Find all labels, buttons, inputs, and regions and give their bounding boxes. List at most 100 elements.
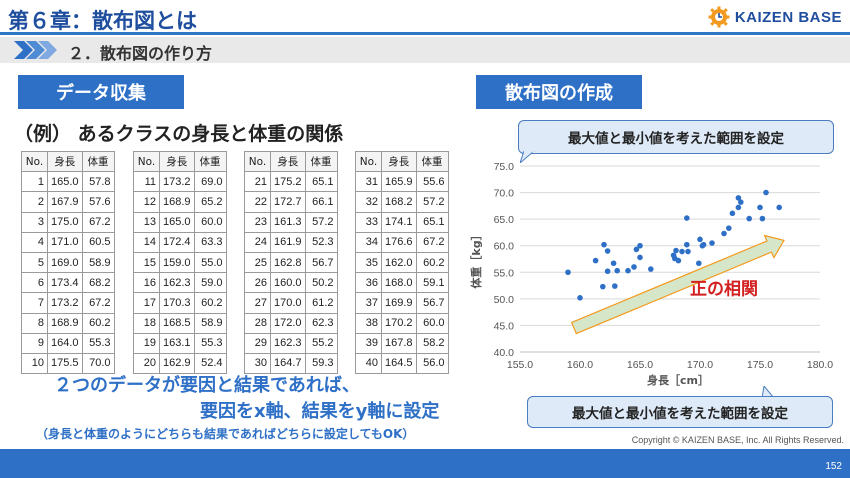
y-tick-label: 45.0 — [494, 320, 515, 332]
table-cell: 58.2 — [415, 332, 449, 354]
data-point — [610, 260, 617, 267]
data-point — [648, 266, 654, 272]
table-row: 13 165.0 60.0 — [133, 211, 227, 233]
table-cell: 56.7 — [415, 292, 449, 314]
table-cell: 24 — [244, 231, 271, 253]
table-cell: 159.0 — [159, 251, 195, 274]
table-cell: 161.9 — [270, 231, 306, 253]
table-row: 32 168.2 57.2 — [355, 191, 449, 213]
table-cell: 17 — [133, 292, 160, 314]
data-collection-label: データ収集 — [18, 75, 184, 109]
table-cell: 32 — [355, 191, 382, 213]
table-row: 10 175.5 70.0 — [21, 352, 115, 375]
column-header: 身長 — [47, 150, 83, 173]
note-text: （身長と体重のようにどちらも結果であればどちらに設定してもOK） — [36, 427, 415, 441]
table-cell: 56.7 — [304, 251, 338, 274]
table-cell: 58.9 — [81, 251, 115, 274]
table-row: 30 164.7 59.3 — [244, 352, 338, 375]
data-table-2: No. 身長 体重 11 173.2 69.0 12 168.9 65.2 13 165.0 60.0… — [133, 150, 227, 375]
y-tick-label: 40.0 — [494, 347, 515, 359]
table-cell: 168.9 — [47, 312, 83, 334]
y-range-callout: 最大値と最小値を考えた範囲を設定 — [518, 120, 834, 154]
data-point — [697, 236, 703, 243]
table-cell: 169.0 — [47, 251, 83, 274]
table-row: 21 175.2 65.1 — [244, 171, 338, 193]
table-row: 31 165.9 55.6 — [355, 171, 449, 193]
table-cell: 12 — [133, 191, 160, 213]
table-row: 35 162.0 60.2 — [355, 251, 449, 274]
table-cell: 59.3 — [304, 352, 338, 375]
table-cell: 173.2 — [159, 171, 195, 193]
table-row: 1 165.0 57.8 — [21, 171, 115, 193]
table-cell: 9 — [21, 332, 48, 354]
table-cell: 60.2 — [415, 251, 449, 274]
table-cell: 175.0 — [47, 211, 83, 233]
table-cell: 170.3 — [159, 292, 195, 314]
table-cell: 15 — [133, 251, 160, 274]
table-header-row: No. 身長 体重 — [133, 150, 227, 173]
table-cell: 63.3 — [193, 231, 227, 253]
x-tick-label: 160.0 — [567, 359, 593, 371]
data-point — [679, 248, 685, 255]
table-cell: 57.2 — [415, 191, 449, 213]
data-point — [633, 246, 640, 253]
table-cell: 67.2 — [81, 292, 115, 314]
table-row: 12 168.9 65.2 — [133, 191, 227, 213]
column-header: No. — [21, 150, 48, 173]
column-header: No. — [355, 150, 382, 173]
data-point — [600, 283, 606, 290]
table-cell: 37 — [355, 292, 382, 314]
table-cell: 27 — [244, 292, 271, 314]
data-point — [637, 242, 643, 249]
table-cell: 169.9 — [381, 292, 417, 314]
table-header-row: No. 身長 体重 — [21, 150, 115, 173]
table-cell: 168.0 — [381, 272, 417, 294]
table-row: 17 170.3 60.2 — [133, 292, 227, 314]
table-cell: 6 — [21, 272, 48, 294]
column-header: 身長 — [159, 150, 195, 173]
table-cell: 8 — [21, 312, 48, 334]
table-row: 27 170.0 61.2 — [244, 292, 338, 314]
table-cell: 26 — [244, 272, 271, 294]
table-cell: 52.4 — [193, 352, 227, 375]
title-rule — [0, 32, 850, 35]
title-bar: 第６章：散布図とは KAIZEN BASE — [0, 0, 850, 34]
data-point — [685, 248, 691, 255]
table-cell: 70.0 — [81, 352, 115, 375]
table-cell: 59.0 — [193, 272, 227, 294]
table-cell: 172.7 — [270, 191, 306, 213]
table-row: 5 169.0 58.9 — [21, 251, 115, 274]
page-number: 152 — [825, 461, 842, 472]
x-tick-label: 155.0 — [507, 359, 533, 371]
table-cell: 175.2 — [270, 171, 306, 193]
subtitle: ２．散布図の作り方 — [68, 44, 213, 63]
data-point — [612, 283, 618, 289]
table-row: 9 164.0 55.3 — [21, 332, 115, 354]
table-cell: 22 — [244, 191, 271, 213]
table-cell: 168.9 — [159, 191, 195, 213]
example-title: （例） あるクラスの身長と体重の関係 — [14, 123, 344, 145]
data-point — [776, 204, 782, 211]
table-cell: 23 — [244, 211, 271, 233]
y-tick-label: 75.0 — [494, 161, 515, 173]
table-cell: 19 — [133, 332, 160, 354]
table-row: 23 161.3 57.2 — [244, 211, 338, 233]
data-point — [763, 189, 769, 196]
table-cell: 165.0 — [47, 171, 83, 193]
table-cell: 167.8 — [381, 332, 417, 354]
table-cell: 58.9 — [193, 312, 227, 334]
table-header-row: No. 身長 体重 — [355, 150, 449, 173]
table-row: 25 162.8 56.7 — [244, 251, 338, 274]
table-cell: 65.1 — [304, 171, 338, 193]
column-header: 体重 — [415, 150, 449, 173]
copyright: Copyright © KAIZEN BASE, Inc. All Rights… — [631, 435, 844, 445]
data-point — [614, 267, 620, 274]
table-cell: 13 — [133, 211, 160, 233]
table-row: 26 160.0 50.2 — [244, 272, 338, 294]
table-cell: 3 — [21, 211, 48, 233]
table-cell: 163.1 — [159, 332, 195, 354]
table-cell: 175.5 — [47, 352, 83, 375]
table-cell: 162.0 — [381, 251, 417, 274]
table-cell: 61.2 — [304, 292, 338, 314]
table-cell: 173.4 — [47, 272, 83, 294]
